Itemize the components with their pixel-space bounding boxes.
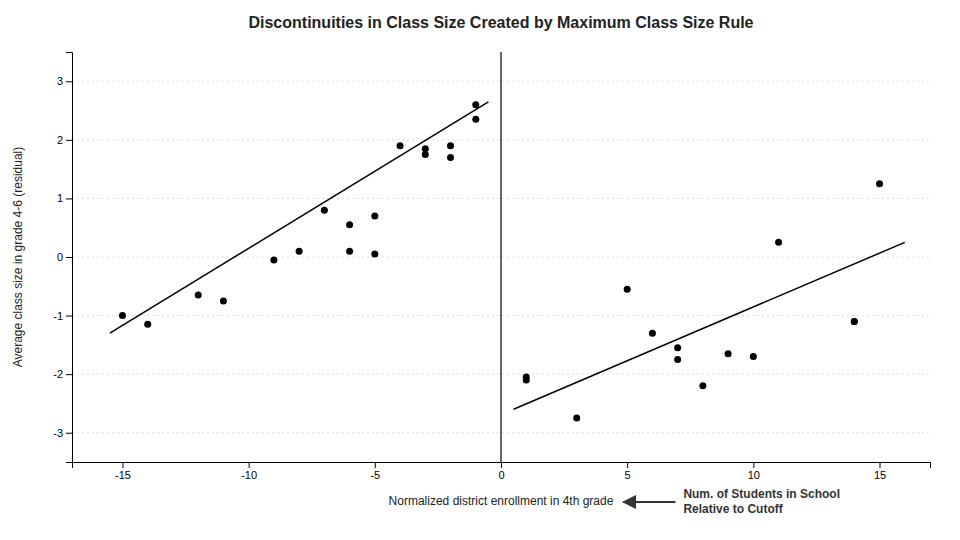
tick: 15 (874, 462, 886, 481)
point (346, 221, 353, 228)
point (422, 145, 429, 152)
vertical-line (500, 52, 501, 462)
tick: -15 (115, 462, 131, 481)
tick-mark (66, 140, 72, 141)
tick-label: -3 (53, 427, 63, 439)
tick-mark (66, 198, 72, 199)
tick-label: 3 (57, 75, 63, 87)
tick-label: 1 (57, 192, 63, 204)
chart: -15-10-5051015-3-2-10123Discontinuities … (0, 0, 960, 540)
tick-mark (249, 462, 250, 468)
point (674, 356, 681, 363)
tick-mark (375, 462, 376, 468)
point (725, 350, 732, 357)
point (851, 318, 858, 325)
point (851, 318, 858, 325)
tick-label: 0 (498, 469, 504, 481)
tick: 2 (57, 134, 72, 146)
point (472, 116, 479, 123)
tick-mark (501, 462, 502, 468)
tick: 10 (748, 462, 760, 481)
annotation: Num. of Students in SchoolRelative to Cu… (683, 487, 840, 516)
point (397, 142, 404, 149)
tick-label: 5 (625, 469, 631, 481)
tick: 0 (57, 251, 72, 263)
point (321, 207, 328, 214)
y-axis-label: Average class size in grade 4-6 (residua… (11, 147, 25, 368)
tick-mark (880, 462, 881, 468)
point (195, 292, 202, 299)
point (346, 248, 353, 255)
point (296, 248, 303, 255)
x-axis: -15 -10 -5 0 5 10 15 (73, 462, 931, 481)
tick-label: 0 (57, 251, 63, 263)
point (750, 353, 757, 360)
tick-mark (122, 462, 123, 468)
tick-mark (753, 462, 754, 468)
axis-line (73, 463, 931, 469)
tick-label: -10 (241, 469, 257, 481)
tick-mark (66, 374, 72, 375)
tick: -10 (241, 462, 257, 481)
tick-mark (66, 433, 72, 434)
point (447, 142, 454, 149)
annotation-line: Num. of Students in School (683, 487, 840, 501)
point (371, 213, 378, 220)
point (119, 312, 126, 319)
point (699, 382, 706, 389)
tick: -1 (53, 310, 72, 322)
tick-label: -15 (115, 469, 131, 481)
plot-marks (110, 52, 905, 462)
point (674, 344, 681, 351)
point (447, 154, 454, 161)
tick: 5 (625, 462, 631, 481)
tick: -5 (370, 462, 380, 481)
tick-mark (66, 257, 72, 258)
regression-line (514, 242, 905, 409)
tick: -3 (53, 427, 72, 439)
tick-mark (66, 81, 72, 82)
tick: -2 (53, 368, 72, 380)
point (523, 374, 530, 381)
tick-label: -2 (53, 368, 63, 380)
point (775, 239, 782, 246)
y-axis: -3 -2 -1 0 1 2 3 (53, 53, 72, 463)
annotation-line: Relative to Cutoff (683, 502, 783, 516)
x-axis-label: Normalized district enrollment in 4th gr… (389, 494, 614, 508)
point (876, 180, 883, 187)
tick-label: -1 (53, 310, 63, 322)
tick: 1 (57, 192, 72, 204)
annotation-arrow (623, 501, 675, 503)
tick-label: 10 (748, 469, 760, 481)
regression-line (110, 102, 489, 333)
point (220, 297, 227, 304)
axis-line (66, 53, 73, 463)
tick-label: 15 (874, 469, 886, 481)
tick-mark (66, 316, 72, 317)
point (573, 415, 580, 422)
tick-label: 2 (57, 134, 63, 146)
title: Discontinuities in Class Size Created by… (248, 14, 753, 31)
tick: 0 (498, 462, 504, 481)
tick: 3 (57, 75, 72, 87)
point (649, 330, 656, 337)
point (624, 286, 631, 293)
tick-mark (627, 462, 628, 468)
point (144, 321, 151, 328)
tick-label: -5 (370, 469, 380, 481)
point (371, 251, 378, 258)
point (270, 256, 277, 263)
